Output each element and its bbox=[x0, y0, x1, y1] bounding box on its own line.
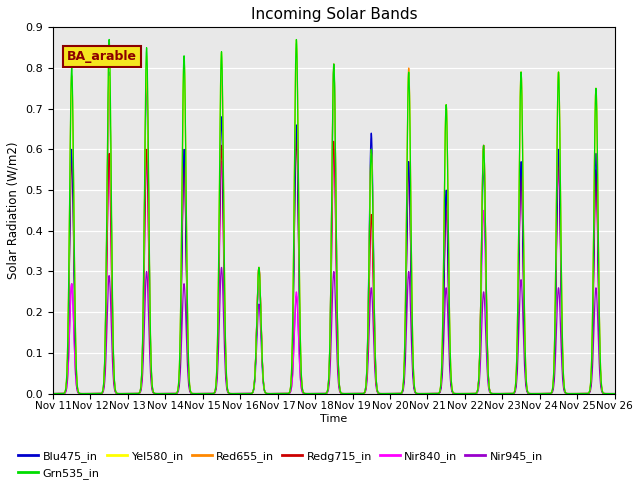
Title: Incoming Solar Bands: Incoming Solar Bands bbox=[250, 7, 417, 22]
Text: BA_arable: BA_arable bbox=[67, 50, 137, 63]
Legend: Blu475_in, Grn535_in, Yel580_in, Red655_in, Redg715_in, Nir840_in, Nir945_in: Blu475_in, Grn535_in, Yel580_in, Red655_… bbox=[13, 447, 547, 480]
Y-axis label: Solar Radiation (W/m2): Solar Radiation (W/m2) bbox=[7, 142, 20, 279]
X-axis label: Time: Time bbox=[320, 414, 348, 424]
